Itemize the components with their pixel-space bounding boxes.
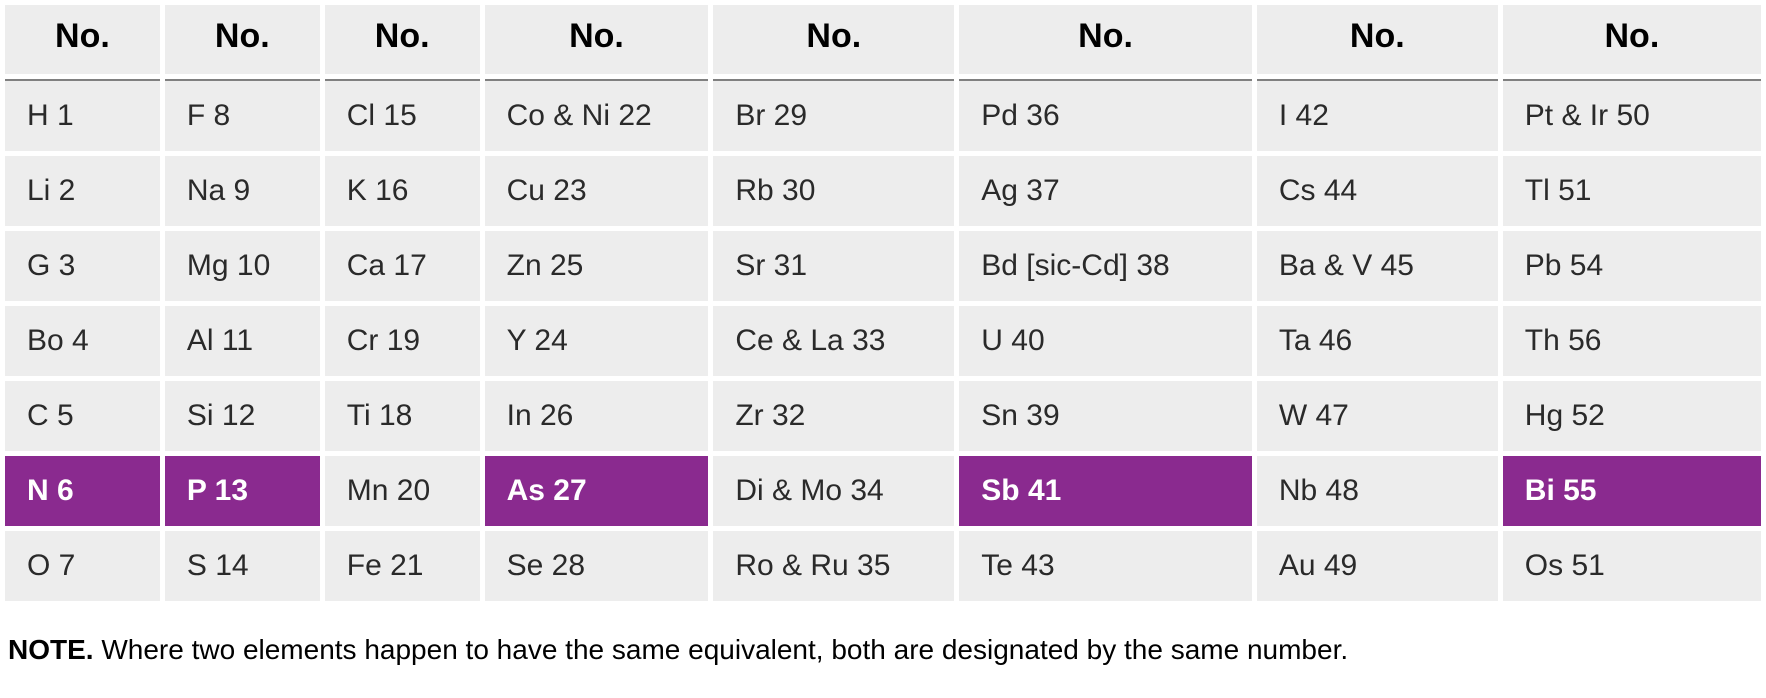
- table-cell: Ta 46: [1257, 306, 1498, 376]
- col-header: No.: [959, 5, 1252, 74]
- table-cell: Na 9: [165, 156, 320, 226]
- table-cell: Co & Ni 22: [485, 79, 709, 151]
- col-header: No.: [165, 5, 320, 74]
- table-cell: Cs 44: [1257, 156, 1498, 226]
- col-header: No.: [1257, 5, 1498, 74]
- table-cell: Cu 23: [485, 156, 709, 226]
- table-cell: Zr 32: [713, 381, 954, 451]
- table-cell: F 8: [165, 79, 320, 151]
- table-cell: Ca 17: [325, 231, 480, 301]
- table-cell: Pb 54: [1503, 231, 1761, 301]
- table-cell: Ce & La 33: [713, 306, 954, 376]
- table-cell: P 13: [165, 456, 320, 526]
- table-cell: Sn 39: [959, 381, 1252, 451]
- col-header: No.: [325, 5, 480, 74]
- table-row: Bo 4Al 11Cr 19Y 24Ce & La 33U 40Ta 46Th …: [5, 306, 1761, 376]
- table-cell: Au 49: [1257, 531, 1498, 601]
- table-cell: Se 28: [485, 531, 709, 601]
- header-row: No. No. No. No. No. No. No. No.: [5, 5, 1761, 74]
- table-cell: Te 43: [959, 531, 1252, 601]
- col-header: No.: [485, 5, 709, 74]
- table-row: G 3Mg 10Ca 17Zn 25Sr 31Bd [sic-Cd] 38Ba …: [5, 231, 1761, 301]
- table-cell: Fe 21: [325, 531, 480, 601]
- table-cell: Pt & Ir 50: [1503, 79, 1761, 151]
- table-body: H 1F 8Cl 15Co & Ni 22Br 29Pd 36I 42Pt & …: [5, 79, 1761, 601]
- table-cell: Di & Mo 34: [713, 456, 954, 526]
- table-cell: S 14: [165, 531, 320, 601]
- table-cell: Mn 20: [325, 456, 480, 526]
- table-cell: Li 2: [5, 156, 160, 226]
- table-cell: Sb 41: [959, 456, 1252, 526]
- table-cell: Br 29: [713, 79, 954, 151]
- table-cell: Ti 18: [325, 381, 480, 451]
- table-cell: O 7: [5, 531, 160, 601]
- table-note: NOTE. Where two elements happen to have …: [0, 606, 1766, 678]
- col-header: No.: [5, 5, 160, 74]
- table-cell: Mg 10: [165, 231, 320, 301]
- col-header: No.: [1503, 5, 1761, 74]
- table-cell: Ro & Ru 35: [713, 531, 954, 601]
- table-cell: Bi 55: [1503, 456, 1761, 526]
- table-cell: C 5: [5, 381, 160, 451]
- table-cell: I 42: [1257, 79, 1498, 151]
- table-row: C 5Si 12Ti 18In 26Zr 32Sn 39W 47Hg 52: [5, 381, 1761, 451]
- table-cell: H 1: [5, 79, 160, 151]
- table-cell: U 40: [959, 306, 1252, 376]
- table-cell: Bo 4: [5, 306, 160, 376]
- table-cell: Si 12: [165, 381, 320, 451]
- table-cell: As 27: [485, 456, 709, 526]
- note-text: Where two elements happen to have the sa…: [101, 634, 1348, 665]
- table-cell: Cr 19: [325, 306, 480, 376]
- table-cell: Pd 36: [959, 79, 1252, 151]
- table-cell: K 16: [325, 156, 480, 226]
- table-cell: Th 56: [1503, 306, 1761, 376]
- table-cell: Tl 51: [1503, 156, 1761, 226]
- col-header: No.: [713, 5, 954, 74]
- table-cell: Al 11: [165, 306, 320, 376]
- table-cell: Sr 31: [713, 231, 954, 301]
- table-row: N 6P 13Mn 20As 27Di & Mo 34Sb 41Nb 48Bi …: [5, 456, 1761, 526]
- table-cell: Hg 52: [1503, 381, 1761, 451]
- table-cell: Y 24: [485, 306, 709, 376]
- table-cell: W 47: [1257, 381, 1498, 451]
- table-cell: G 3: [5, 231, 160, 301]
- table-row: Li 2Na 9K 16Cu 23Rb 30Ag 37Cs 44Tl 51: [5, 156, 1761, 226]
- table-cell: Bd [sic-Cd] 38: [959, 231, 1252, 301]
- table-cell: N 6: [5, 456, 160, 526]
- note-label: NOTE.: [8, 634, 94, 665]
- table-cell: Nb 48: [1257, 456, 1498, 526]
- table-cell: Os 51: [1503, 531, 1761, 601]
- table-cell: Ag 37: [959, 156, 1252, 226]
- table-cell: Cl 15: [325, 79, 480, 151]
- table-cell: Zn 25: [485, 231, 709, 301]
- elements-table-wrap: No. No. No. No. No. No. No. No. H 1F 8Cl…: [0, 0, 1766, 678]
- table-row: O 7S 14Fe 21Se 28Ro & Ru 35Te 43Au 49Os …: [5, 531, 1761, 601]
- table-cell: Rb 30: [713, 156, 954, 226]
- table-cell: In 26: [485, 381, 709, 451]
- table-cell: Ba & V 45: [1257, 231, 1498, 301]
- table-row: H 1F 8Cl 15Co & Ni 22Br 29Pd 36I 42Pt & …: [5, 79, 1761, 151]
- table-header: No. No. No. No. No. No. No. No.: [5, 5, 1761, 74]
- elements-table: No. No. No. No. No. No. No. No. H 1F 8Cl…: [0, 0, 1766, 606]
